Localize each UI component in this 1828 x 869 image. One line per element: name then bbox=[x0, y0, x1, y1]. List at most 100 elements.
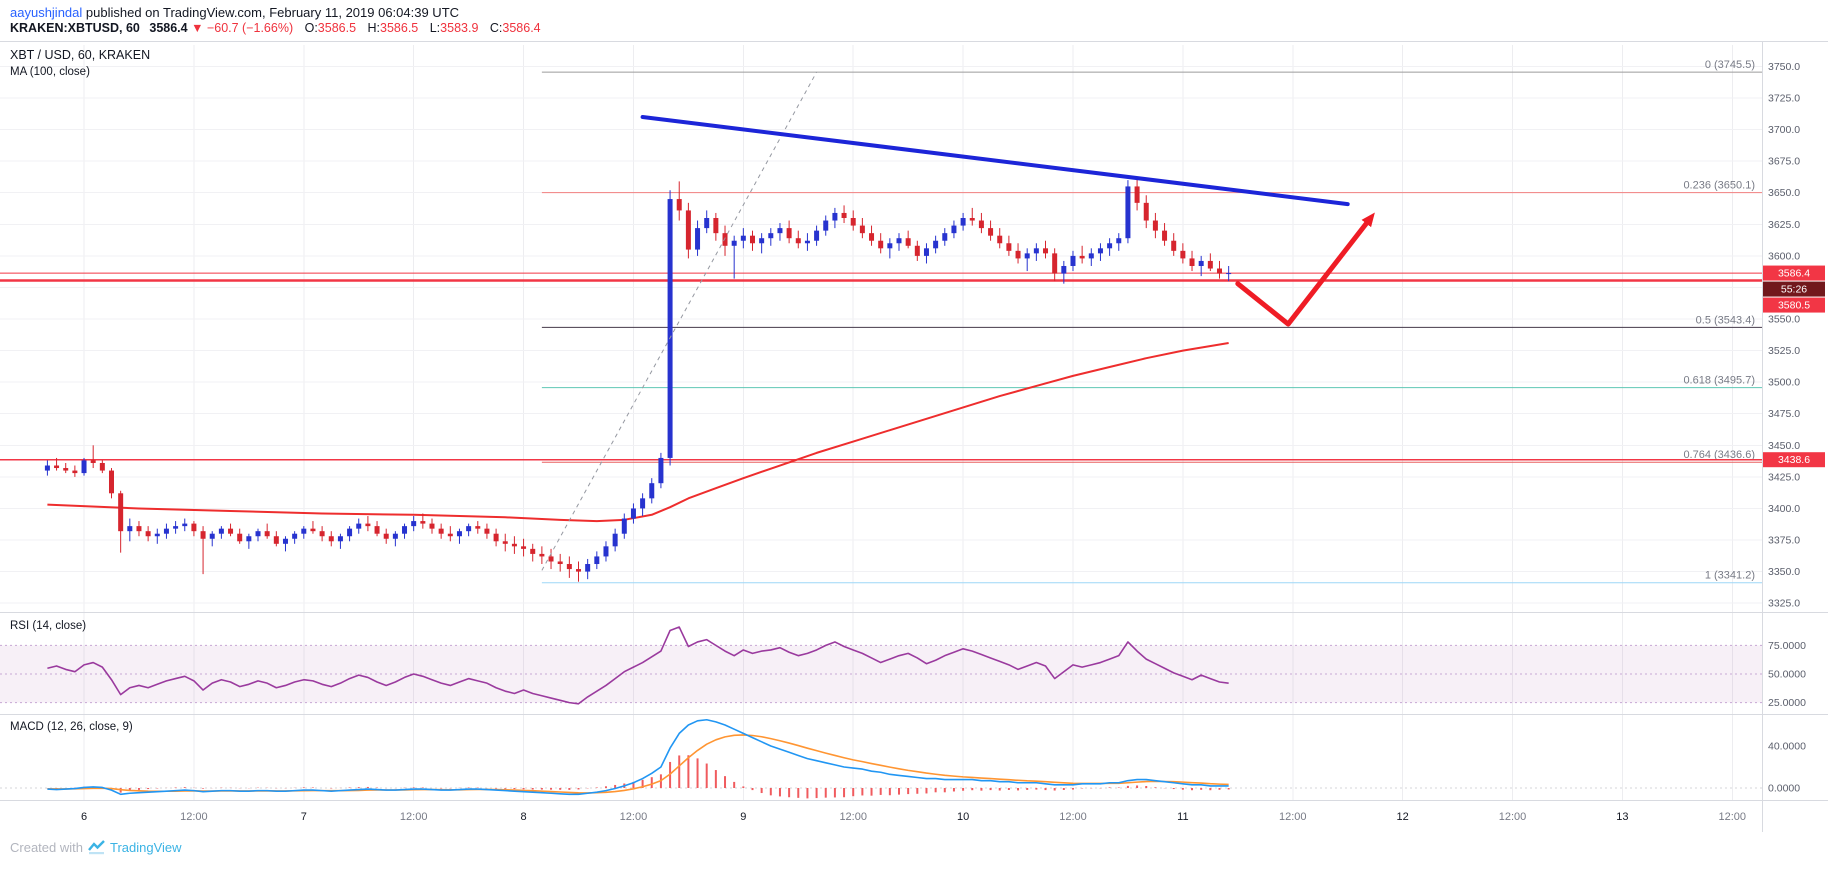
candle-body bbox=[1189, 258, 1195, 266]
candle-body bbox=[988, 228, 994, 236]
annotations bbox=[541, 71, 1375, 571]
candle-body bbox=[392, 533, 398, 539]
candle-body bbox=[557, 561, 563, 565]
candle-body bbox=[566, 564, 572, 570]
candle-body bbox=[896, 238, 902, 244]
time-tick-label: 6 bbox=[81, 811, 87, 823]
time-tick-label: 12:00 bbox=[400, 811, 428, 823]
candle-body bbox=[1107, 243, 1113, 249]
candle-body bbox=[99, 462, 105, 471]
candle-body bbox=[859, 225, 865, 234]
rsi-tick-label: 75.0000 bbox=[1768, 640, 1806, 652]
created-with-text: Created with bbox=[10, 840, 83, 855]
candle-body bbox=[576, 569, 582, 572]
candle-body bbox=[347, 528, 353, 537]
candle-body bbox=[466, 526, 472, 532]
candle-body bbox=[795, 238, 801, 244]
fib-level-label: 0.236 (3650.1) bbox=[1683, 180, 1755, 192]
time-tick-label: 12:00 bbox=[180, 811, 208, 823]
horizontal-lines bbox=[0, 272, 1762, 461]
candle-body bbox=[548, 556, 554, 562]
price-tick-label: 3650.0 bbox=[1768, 187, 1800, 199]
fib-level-label: 0.5 (3543.4) bbox=[1696, 314, 1755, 326]
candle-body bbox=[475, 526, 481, 529]
high-value: 3586.5 bbox=[380, 21, 419, 35]
candle-body bbox=[759, 238, 765, 244]
candle-body bbox=[1180, 250, 1186, 259]
price-tick-label: 3375.0 bbox=[1768, 535, 1800, 547]
high-label: H: bbox=[367, 21, 381, 35]
ma-line-layer bbox=[47, 342, 1229, 523]
candle-body bbox=[374, 526, 380, 534]
candle-body bbox=[969, 218, 975, 221]
time-tick-label: 12:00 bbox=[1719, 811, 1747, 823]
tradingview-brand-link[interactable]: TradingView bbox=[109, 840, 182, 855]
candle-body bbox=[667, 199, 673, 458]
candle-body bbox=[1061, 265, 1067, 274]
time-tick-label: 12:00 bbox=[620, 811, 648, 823]
candle-body bbox=[1134, 186, 1140, 203]
price-axis[interactable]: 3750.0 3725.0 3700.0 3675.0 3650.0 3625.0 3600… bbox=[1768, 61, 1806, 795]
price-tick-label: 3475.0 bbox=[1768, 408, 1800, 420]
candle-body bbox=[182, 523, 188, 527]
price-tag-box bbox=[1763, 297, 1825, 313]
candle-body bbox=[209, 533, 215, 539]
candle-body bbox=[1097, 248, 1103, 254]
price-tag-box bbox=[1763, 265, 1825, 281]
time-tick-label: 12:00 bbox=[839, 811, 867, 823]
candle-body bbox=[521, 546, 527, 549]
macd-pane bbox=[0, 718, 1762, 799]
price-tag-text: 55:26 bbox=[1781, 284, 1807, 296]
candle-body bbox=[356, 523, 362, 529]
fib-retracement: 0 (3745.5) 0.236 (3650.1) 0.5 (3543.4) 0.61… bbox=[541, 59, 1762, 584]
candle-body bbox=[1070, 255, 1076, 266]
price-tick-label: 3525.0 bbox=[1768, 345, 1800, 357]
candlestick-layer[interactable] bbox=[44, 177, 1232, 582]
time-axis[interactable]: 6 12:00 7 12:00 8 12:00 9 12:00 10 12:00 11 12:00 12… bbox=[81, 811, 1746, 823]
price-tags: 3586.4 55:26 3580.5 3438.6 bbox=[1763, 265, 1825, 468]
trendline-annotation[interactable] bbox=[640, 114, 1350, 207]
price-tick-label: 3450.0 bbox=[1768, 440, 1800, 452]
symbol-title: KRAKEN:XBTUSD, 60 bbox=[10, 21, 140, 35]
candle-body bbox=[1043, 248, 1049, 254]
price-tick-label: 3425.0 bbox=[1768, 471, 1800, 483]
candle-body bbox=[63, 468, 69, 471]
time-tick-label: 13 bbox=[1616, 811, 1628, 823]
bounce-arrow-annotation[interactable] bbox=[1235, 212, 1375, 327]
candle-body bbox=[951, 225, 957, 234]
candle-body bbox=[685, 210, 691, 250]
footer-watermark: Created with TradingView bbox=[10, 840, 182, 855]
low-label: L: bbox=[429, 21, 441, 35]
candle-body bbox=[438, 528, 444, 534]
fib-level-label: 1 (3341.2) bbox=[1705, 570, 1755, 582]
candle-body bbox=[200, 531, 206, 539]
byline-text: published on TradingView.com, February 1… bbox=[82, 5, 460, 20]
author-link[interactable]: aayushjindal bbox=[10, 5, 83, 20]
candle-body bbox=[90, 460, 96, 463]
candle-body bbox=[154, 533, 160, 537]
candle-body bbox=[786, 228, 792, 239]
candle-body bbox=[740, 235, 746, 241]
candle-body bbox=[942, 233, 948, 241]
candle-body bbox=[887, 243, 893, 249]
candle-body bbox=[282, 538, 288, 544]
candle-body bbox=[804, 240, 810, 244]
candle-body bbox=[960, 218, 966, 226]
candle-body bbox=[923, 248, 929, 256]
rsi-pane bbox=[0, 626, 1762, 705]
macd-tick-label: 0.0000 bbox=[1768, 783, 1800, 795]
candle-body bbox=[1226, 273, 1232, 275]
candle-body bbox=[310, 528, 316, 532]
candle-body bbox=[832, 212, 838, 221]
candle-body bbox=[218, 528, 224, 534]
candle-body bbox=[676, 199, 682, 211]
pane-separators bbox=[0, 41, 1828, 832]
candle-body bbox=[658, 457, 664, 484]
time-tick-label: 10 bbox=[957, 811, 969, 823]
candle-body bbox=[1171, 240, 1177, 251]
candle-body bbox=[264, 531, 270, 537]
candle-body bbox=[81, 460, 87, 474]
candle-body bbox=[649, 483, 655, 499]
candle-body bbox=[1033, 248, 1039, 254]
